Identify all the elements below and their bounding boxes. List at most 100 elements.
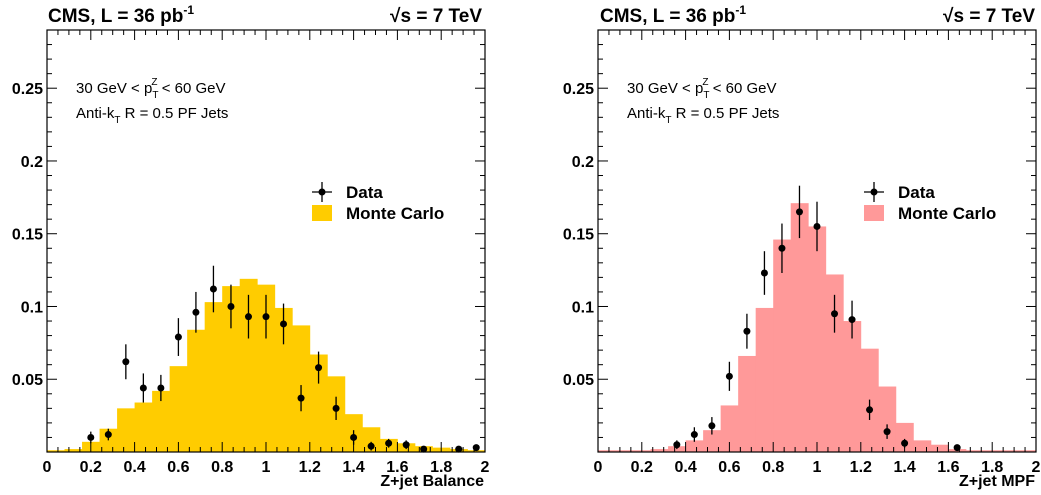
mpf-panel: CMS, L = 36 pb-1 √s = 7 TeV 0 0.2 0.4 0.6 0.… (563, 3, 1041, 490)
data-point (883, 424, 891, 439)
x-tick-label: 1.6 (386, 459, 408, 476)
legend: Data Monte Carlo (864, 182, 996, 223)
data-marker (87, 433, 95, 441)
y-tick-label: 0.1 (21, 299, 43, 316)
data-point (901, 438, 909, 448)
mc-bin (773, 239, 792, 452)
data-marker (901, 439, 909, 447)
x-tick-label: 1.2 (299, 459, 321, 476)
energy-header: √s = 7 TeV (943, 6, 1035, 27)
data-point (297, 385, 305, 412)
data-marker (673, 441, 681, 449)
data-point (280, 303, 288, 345)
mc-bin (913, 440, 932, 452)
mc-bin (309, 354, 328, 452)
data-marker (795, 208, 803, 216)
mc-bin (152, 390, 171, 452)
data-point (743, 313, 751, 349)
data-marker (813, 222, 821, 230)
data-marker (883, 428, 891, 436)
mc-bin (169, 366, 188, 452)
data-marker (139, 384, 147, 392)
data-point (831, 294, 839, 333)
data-point (866, 399, 874, 420)
data-point (262, 294, 270, 339)
mc-bin (362, 427, 381, 452)
x-tick-label: 0.2 (631, 459, 653, 476)
data-point (402, 440, 410, 450)
mc-histogram (598, 203, 1036, 452)
data-marker (367, 442, 375, 450)
y-tick-label: 0.15 (563, 227, 594, 244)
data-marker (831, 310, 839, 318)
data-point (778, 223, 786, 274)
y-tick-label: 0.2 (572, 154, 594, 171)
mc-bin (720, 405, 739, 452)
x-axis-title: Z+jet Balance (380, 473, 484, 490)
data-marker (708, 422, 716, 430)
mc-bin (257, 284, 276, 452)
mc-bin (222, 286, 241, 452)
data-marker (332, 404, 340, 412)
data-marker (315, 364, 323, 372)
data-point (848, 300, 856, 339)
data-point (209, 265, 217, 313)
data-marker (743, 327, 751, 335)
cms-lumi-header: CMS, L = 36 pb-1 (600, 3, 746, 27)
y-tick-label: 0.05 (12, 372, 43, 389)
legend-mc-label: Monte Carlo (346, 204, 444, 223)
data-marker (690, 431, 698, 439)
x-tick-label: 1.8 (430, 459, 452, 476)
data-marker (262, 313, 270, 321)
data-point (472, 444, 480, 452)
mc-bin (117, 408, 135, 452)
mc-bin (895, 422, 914, 452)
data-point (227, 284, 235, 329)
data-point (350, 430, 358, 445)
y-tick-label: 0.25 (12, 81, 43, 98)
data-marker (778, 244, 786, 252)
x-tick-label: 0 (594, 459, 603, 476)
x-tick-label: 1.2 (850, 459, 872, 476)
mc-bin (703, 430, 722, 452)
x-tick-label: 0.6 (718, 459, 740, 476)
data-point (192, 291, 200, 333)
y-tick-label: 0.05 (563, 372, 594, 389)
data-point (174, 318, 182, 356)
y-tick-label: 0.1 (572, 299, 594, 316)
x-tick-label: 0.8 (211, 459, 233, 476)
y-axis: 0.05 0.1 0.15 0.2 0.25 (563, 44, 1036, 438)
data-marker (122, 358, 130, 366)
data-point (690, 427, 698, 442)
data-marker (104, 431, 112, 439)
mc-bin (825, 274, 844, 452)
data-point (420, 445, 428, 453)
x-tick-label: 1.4 (342, 459, 364, 476)
data-points (673, 185, 961, 452)
data-point (795, 185, 803, 239)
data-marker (174, 333, 182, 341)
mc-bin (808, 226, 827, 452)
legend-mc-swatch (312, 205, 332, 221)
data-marker (244, 313, 252, 321)
data-point (953, 444, 961, 452)
x-tick-label: 1.8 (981, 459, 1003, 476)
data-marker (192, 308, 200, 316)
mc-bin (274, 307, 293, 452)
mc-bin (204, 302, 223, 452)
x-tick-label: 1.4 (893, 459, 915, 476)
data-point (244, 294, 252, 339)
data-point (332, 396, 340, 420)
mc-bin (790, 203, 809, 452)
legend-data-label: Data (346, 183, 383, 202)
mpf-plot-area: 0 0.2 0.4 0.6 0.8 1 1.2 1.4 1.6 1.8 20.050.10.150.… (563, 29, 1041, 476)
data-point (708, 417, 716, 435)
mc-bin (878, 386, 897, 452)
x-tick-label: 0.4 (123, 459, 145, 476)
data-point (725, 361, 733, 391)
mc-bin (755, 307, 774, 452)
x-tick-label: 1.6 (937, 459, 959, 476)
y-tick-label: 0.15 (12, 227, 43, 244)
data-marker (297, 394, 305, 402)
